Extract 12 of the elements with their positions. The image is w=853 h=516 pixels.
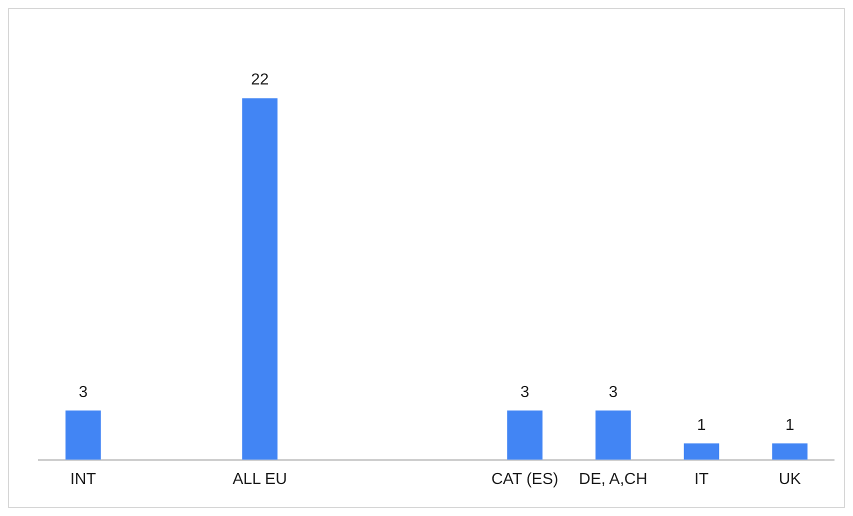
x-tick-label: IT bbox=[694, 470, 709, 488]
x-tick-label: INT bbox=[70, 470, 96, 488]
x-tick-label: UK bbox=[778, 470, 802, 488]
x-tick-label: ALL EU bbox=[232, 470, 288, 488]
data-label: 3 bbox=[78, 384, 88, 401]
data-label: 1 bbox=[697, 416, 706, 434]
data-label: 3 bbox=[520, 384, 530, 401]
data-label: 3 bbox=[608, 384, 618, 401]
x-tick-label: CAT (ES) bbox=[491, 470, 558, 488]
data-label: 1 bbox=[785, 416, 794, 434]
x-tick-label: DE, A,CH bbox=[578, 470, 648, 488]
data-label: 22 bbox=[250, 72, 269, 89]
